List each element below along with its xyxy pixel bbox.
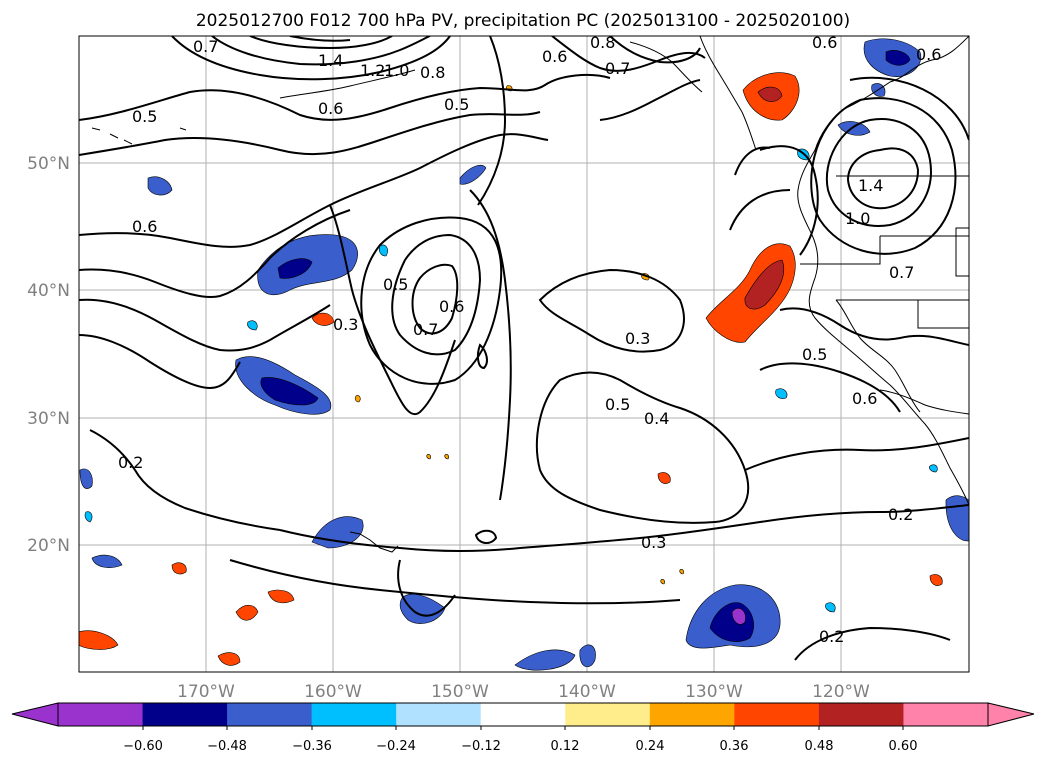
colorbar-tick-label: −0.60 [123,739,163,754]
colorbar-tick-label: −0.36 [292,739,332,754]
lat-label: 50°N [27,154,70,174]
colorbar-tick-label: 0.12 [551,739,580,754]
colorbar-tick-label: −0.48 [207,739,247,754]
colorbar-ticks [142,726,904,730]
contour-label: 0.5 [802,345,827,364]
colorbar-bin [58,703,144,726]
contour-label: 0.3 [333,315,358,334]
contour-label: 0.6 [318,99,343,118]
contour-label: 0.6 [852,389,877,408]
lon-label: 140°W [558,682,616,702]
pv-contours [79,36,969,661]
contour-label: 0.6 [439,297,464,316]
lat-label: 20°N [27,536,70,556]
colorbar-bin [565,703,651,726]
precip-negative-areas [79,38,969,671]
colorbar-bin [311,703,397,726]
colorbar-segments [58,703,989,726]
lon-label: 170°W [177,682,235,702]
gridlines [79,36,969,672]
contour-label: 0.7 [193,37,218,56]
coastlines [91,36,969,553]
contour-label: 1.0 [384,61,409,80]
contour-label: 0.6 [916,45,941,64]
contour-label: 1.4 [318,51,343,70]
colorbar-bin [142,703,228,726]
colorbar-bin [649,703,735,726]
colorbar-tick-labels: −0.60 −0.48 −0.36 −0.24 −0.12 0.12 0.24 … [123,739,917,754]
contour-label: 1.4 [858,176,883,195]
contour-label: 0.7 [605,59,630,78]
lon-label: 150°W [431,682,489,702]
contour-label: 0.6 [812,33,837,52]
contour-label: 1.0 [845,209,870,228]
colorbar-bin [818,703,904,726]
contour-label: 0.5 [605,395,630,414]
colorbar-tick-label: 0.24 [636,739,665,754]
map-panel: 0.7 1.4 1.2 1.0 0.8 0.6 0.5 0.6 0.8 0.7 … [78,33,970,673]
contour-label: 0.2 [819,627,844,646]
pv-contour-labels: 0.7 1.4 1.2 1.0 0.8 0.6 0.5 0.6 0.8 0.7 … [118,33,941,646]
lon-label: 160°W [304,682,362,702]
contour-label: 0.8 [590,33,615,52]
contour-label: 0.4 [644,409,669,428]
colorbar-extend-min [11,702,59,727]
contour-label: 0.7 [889,263,914,282]
contour-label: 0.8 [420,63,445,82]
lat-labels: 50°N 40°N 30°N 20°N [27,154,70,556]
lon-label: 130°W [685,682,743,702]
lon-labels: 170°W 160°W 150°W 140°W 130°W 120°W [177,682,870,702]
map-frame [78,35,970,673]
colorbar-tick-label: 0.48 [805,739,834,754]
precip-positive-areas [79,72,943,666]
contour-label: 0.2 [888,505,913,524]
colorbar: −0.60 −0.48 −0.36 −0.24 −0.12 0.12 0.24 … [11,702,1035,754]
contour-label: 0.2 [118,453,143,472]
contour-label: 1.2 [360,61,385,80]
contour-label: 0.6 [132,217,157,236]
colorbar-bin [396,703,482,726]
colorbar-tick-label: 0.60 [889,739,918,754]
colorbar-frame [57,702,989,727]
colorbar-extend-max [987,702,1035,727]
colorbar-bin [480,703,566,726]
colorbar-tick-label: −0.12 [461,739,501,754]
contour-label: 0.3 [625,329,650,348]
contour-label: 0.6 [542,47,567,66]
contour-label: 0.7 [413,320,438,339]
lon-label: 120°W [812,682,870,702]
contour-label: 0.5 [444,95,469,114]
colorbar-tick-label: 0.36 [720,739,749,754]
lat-label: 40°N [27,281,70,301]
map-title: 2025012700 F012 700 hPa PV, precipitatio… [196,11,850,31]
colorbar-bin [734,703,820,726]
colorbar-bin [227,703,313,726]
contour-label: 0.5 [132,107,157,126]
lat-label: 30°N [27,409,70,429]
colorbar-bin [903,703,989,726]
contour-label: 0.5 [383,275,408,294]
contour-label: 0.3 [641,533,666,552]
colorbar-tick-label: −0.24 [376,739,416,754]
